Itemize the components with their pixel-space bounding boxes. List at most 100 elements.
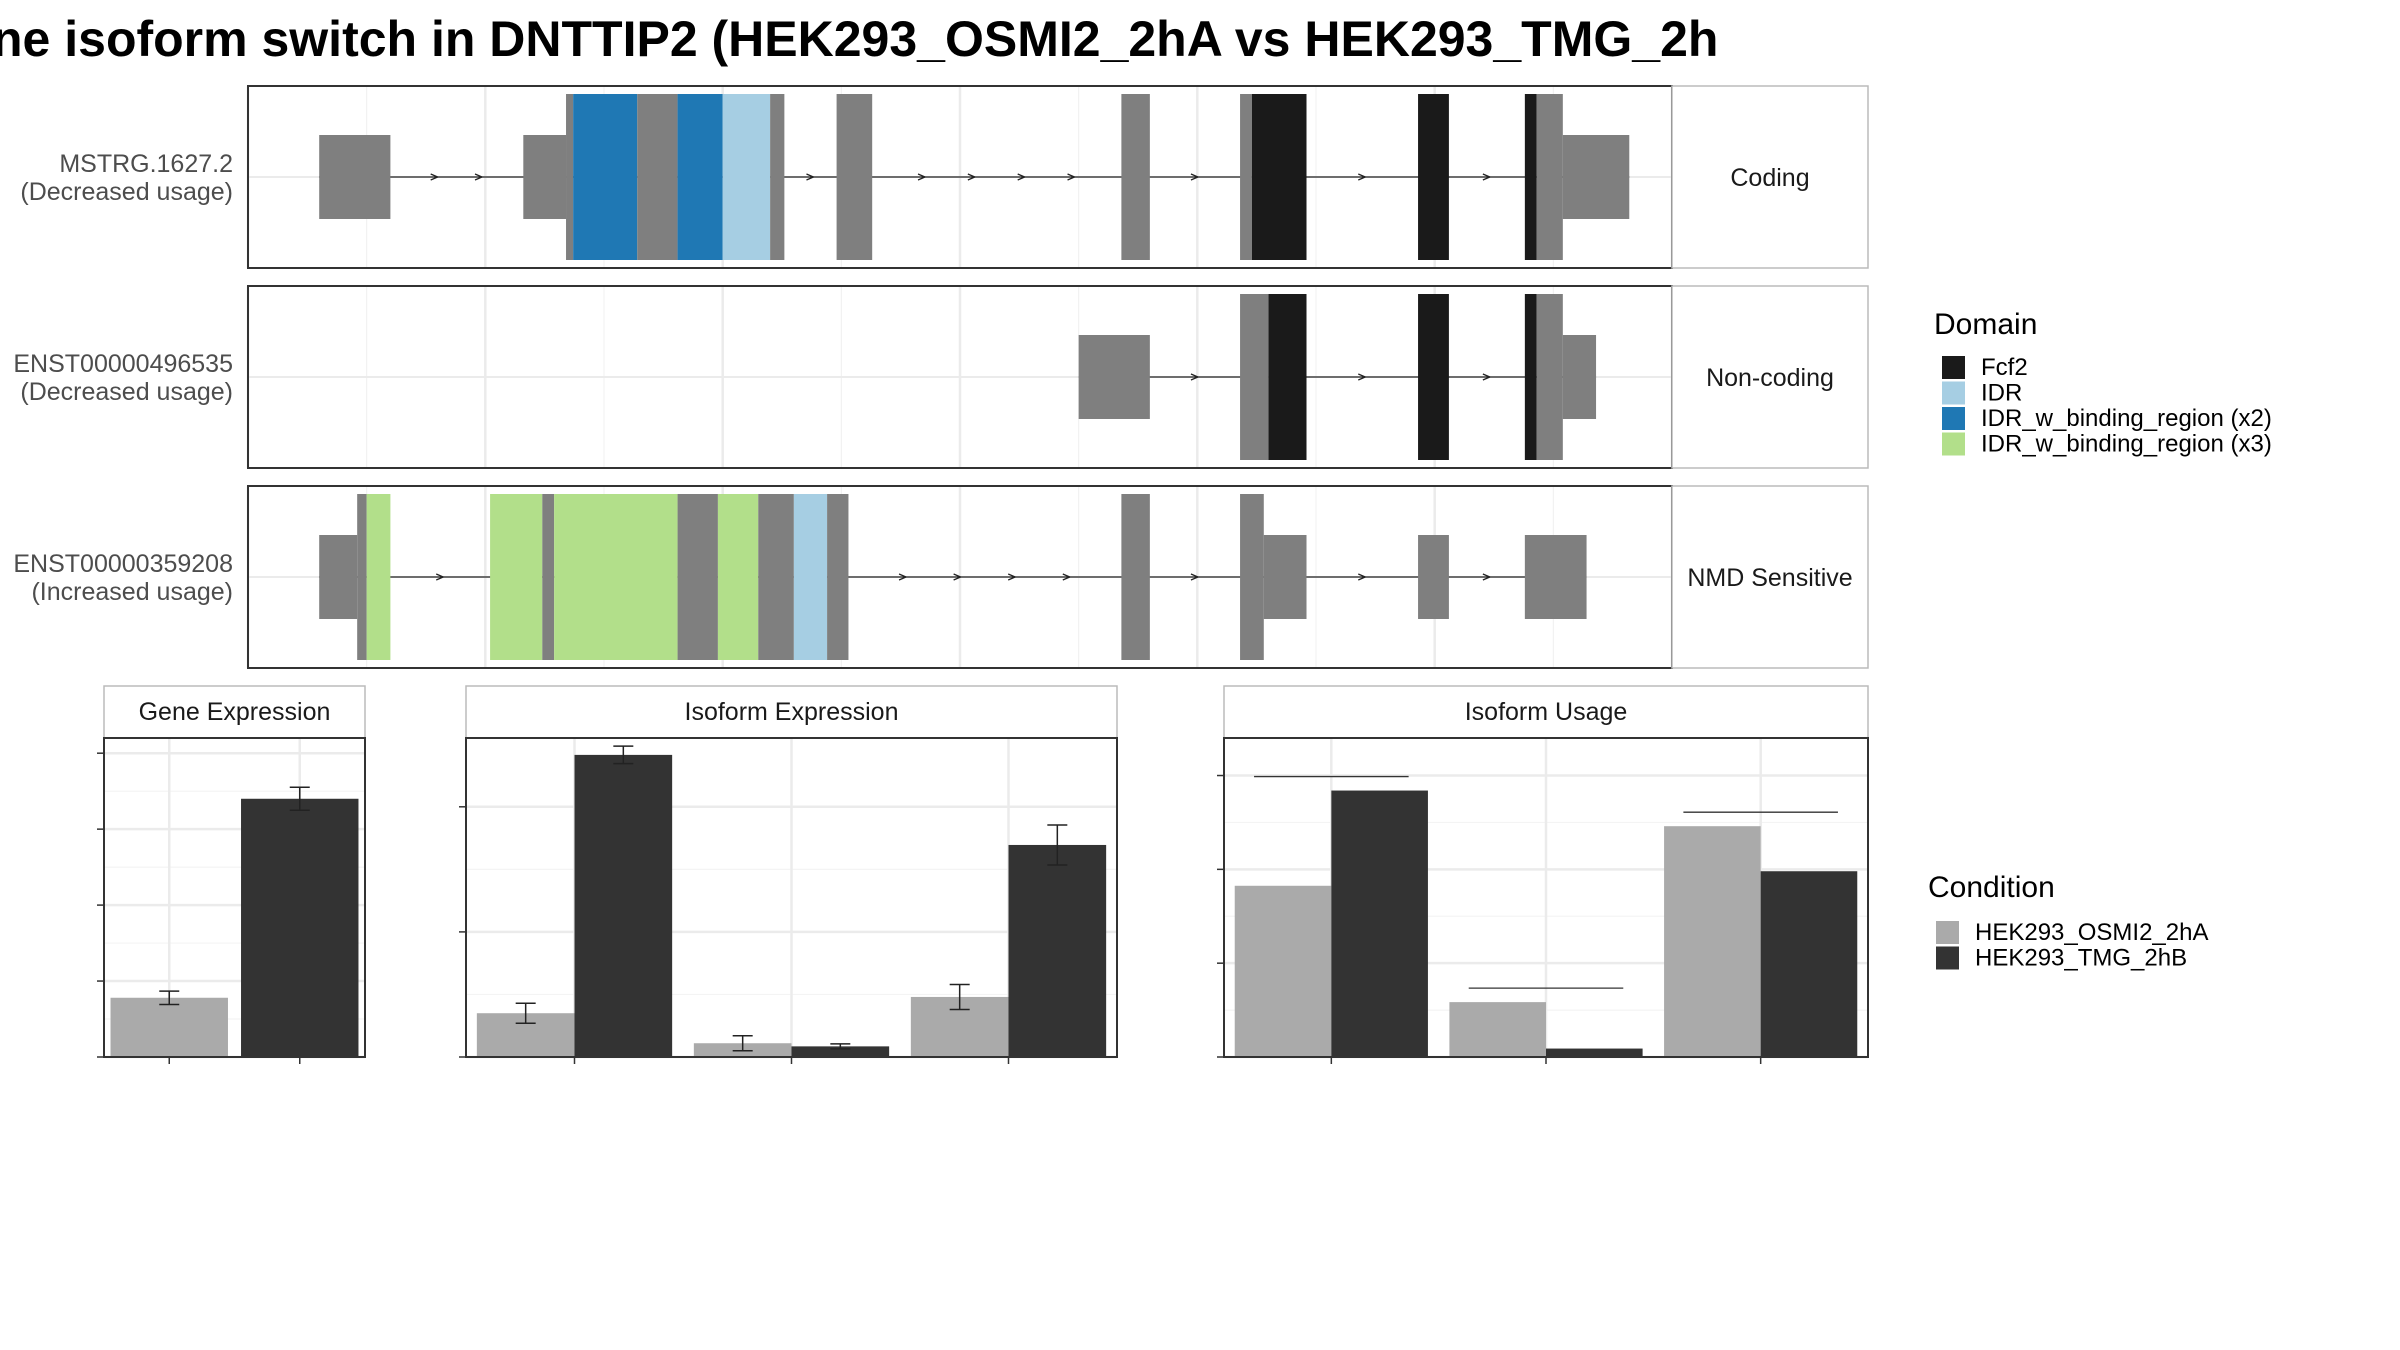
exon-segment bbox=[1240, 294, 1269, 460]
intron-direction-arrow bbox=[435, 573, 445, 581]
exon-segment bbox=[637, 94, 678, 260]
domain-exon-segment bbox=[793, 494, 828, 660]
panel-border bbox=[103, 737, 366, 1058]
domain-legend-label: IDR bbox=[1981, 380, 2022, 407]
intron-direction-arrow bbox=[1007, 573, 1017, 581]
exon-segment bbox=[836, 94, 873, 260]
chart-title-strip bbox=[465, 685, 1118, 739]
condition-legend-label: HEK293_OSMI2_2hA bbox=[1975, 919, 2208, 946]
domain-legend-label: IDR_w_binding_region (x3) bbox=[1981, 431, 2272, 458]
domain-exon-segment bbox=[366, 494, 391, 660]
intron-direction-arrow bbox=[1482, 173, 1492, 181]
exon-segment bbox=[1418, 535, 1449, 619]
isoform-expression-chart: Isoform Expression bbox=[459, 685, 1118, 1064]
exon-segment bbox=[827, 494, 849, 660]
intron-direction-arrow bbox=[917, 173, 927, 181]
facet-strip-label: Coding bbox=[1730, 164, 1809, 192]
error-bar bbox=[1047, 824, 1068, 866]
domain-legend-key bbox=[1942, 381, 1965, 405]
error-bar bbox=[732, 1034, 753, 1052]
domain-legend-label: Fcf2 bbox=[1981, 354, 2028, 381]
chart-title: Isoform Usage bbox=[1465, 698, 1628, 726]
chart-title: Isoform Expression bbox=[685, 698, 899, 726]
domain-legend-title: Domain bbox=[1934, 308, 2037, 341]
panel-border bbox=[465, 737, 1118, 1058]
bar bbox=[241, 798, 359, 1057]
error-bar bbox=[159, 990, 180, 1006]
gene-expression-chart: Gene Expression bbox=[97, 685, 366, 1064]
bar bbox=[791, 1046, 890, 1057]
exon-segment bbox=[1562, 135, 1630, 219]
exon-segment bbox=[319, 535, 358, 619]
exon-segment bbox=[1240, 94, 1252, 260]
bar bbox=[1546, 1048, 1643, 1057]
intron-direction-arrow bbox=[474, 173, 484, 181]
intron-direction-arrow bbox=[1358, 573, 1367, 581]
exon-segment bbox=[357, 494, 367, 660]
intron-direction-arrow bbox=[430, 173, 440, 181]
transcript-usage-label: (Decreased usage) bbox=[20, 378, 233, 406]
isoform-usage-chart: Isoform Usage bbox=[1217, 685, 1869, 1064]
exon-segment bbox=[1078, 335, 1150, 419]
exon-segment bbox=[1536, 94, 1563, 260]
domain-exon-segment bbox=[722, 94, 771, 260]
domain-legend-label: IDR_w_binding_region (x2) bbox=[1981, 405, 2272, 432]
domain-exon-segment bbox=[573, 94, 638, 260]
intron-direction-arrow bbox=[967, 173, 977, 181]
error-bar bbox=[289, 786, 310, 812]
exon-segment bbox=[542, 494, 555, 660]
intron-direction-arrow bbox=[1482, 373, 1492, 381]
domain-exon-segment bbox=[1418, 94, 1449, 260]
domain-exon-segment bbox=[1268, 294, 1307, 460]
exon-segment bbox=[1121, 94, 1150, 260]
intron-direction-arrow bbox=[1190, 573, 1200, 581]
domain-legend-key bbox=[1942, 356, 1965, 379]
domain-exon-segment bbox=[1524, 94, 1537, 260]
bar bbox=[1760, 871, 1858, 1057]
intron-direction-arrow bbox=[1067, 173, 1077, 181]
transcript-usage-label: (Increased usage) bbox=[31, 578, 233, 606]
bar bbox=[1008, 844, 1107, 1057]
transcript-usage-label: (Decreased usage) bbox=[20, 178, 233, 206]
facet-strip bbox=[1671, 85, 1869, 269]
domain-exon-segment bbox=[1524, 294, 1537, 460]
exon-segment bbox=[1240, 494, 1264, 660]
exon-segment bbox=[1263, 535, 1307, 619]
intron-direction-arrow bbox=[806, 173, 816, 181]
bar bbox=[1331, 790, 1428, 1057]
bar bbox=[110, 997, 228, 1057]
intron-direction-arrow bbox=[898, 573, 908, 581]
intron-direction-arrow bbox=[953, 573, 963, 581]
domain-exon-segment bbox=[554, 494, 678, 660]
chart-title-strip bbox=[103, 685, 366, 739]
error-bar bbox=[830, 1043, 851, 1050]
error-bar bbox=[949, 983, 970, 1011]
transcript-id-label: MSTRG.1627.2 bbox=[59, 150, 233, 178]
exon-segment bbox=[566, 94, 574, 260]
exon-segment bbox=[677, 494, 718, 660]
domain-exon-segment bbox=[677, 94, 723, 260]
facet-strip bbox=[1671, 285, 1869, 469]
panel-border bbox=[1223, 737, 1869, 1058]
domain-exon-segment bbox=[717, 494, 759, 660]
exon-segment bbox=[319, 135, 391, 219]
intron-direction-arrow bbox=[1017, 173, 1027, 181]
condition-legend-title: Condition bbox=[1928, 871, 2055, 904]
chart-title-strip bbox=[1223, 685, 1869, 739]
facet-strip-label: Non-coding bbox=[1706, 364, 1834, 392]
domain-exon-segment bbox=[1251, 94, 1307, 260]
domain-legend-key bbox=[1942, 432, 1965, 456]
condition-legend-label: HEK293_TMG_2hB bbox=[1975, 945, 2187, 972]
bar bbox=[1234, 885, 1332, 1057]
exon-segment bbox=[1562, 335, 1597, 419]
transcript-id-label: ENST00000359208 bbox=[13, 550, 233, 578]
intron-direction-arrow bbox=[1190, 173, 1200, 181]
domain-exon-segment bbox=[1418, 294, 1449, 460]
intron-direction-arrow bbox=[1358, 173, 1367, 181]
